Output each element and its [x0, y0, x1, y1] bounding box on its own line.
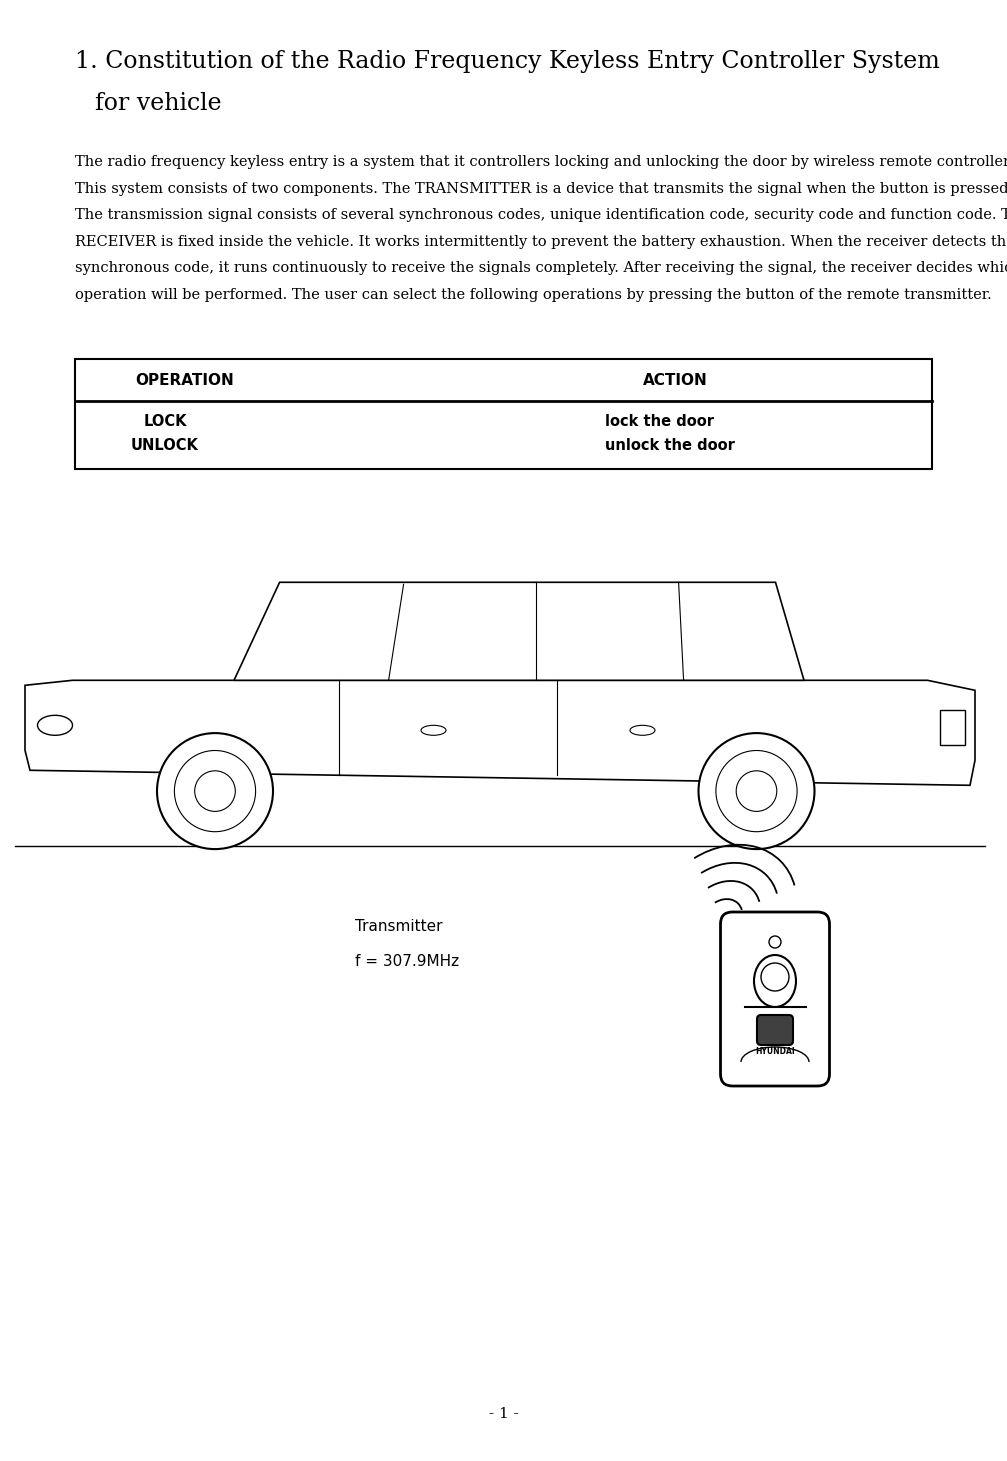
Text: synchronous code, it runs continuously to receive the signals completely. After : synchronous code, it runs continuously t…: [75, 262, 1007, 275]
Text: This system consists of two components. The TRANSMITTER is a device that transmi: This system consists of two components. …: [75, 181, 1007, 196]
Circle shape: [157, 733, 273, 849]
Ellipse shape: [630, 725, 655, 735]
Text: RECEIVER is fixed inside the vehicle. It works intermittently to prevent the bat: RECEIVER is fixed inside the vehicle. It…: [75, 235, 1007, 248]
FancyBboxPatch shape: [720, 912, 830, 1086]
Circle shape: [194, 771, 236, 811]
Text: lock the door: lock the door: [605, 413, 714, 430]
Circle shape: [769, 937, 781, 948]
Text: LOCK: LOCK: [143, 413, 186, 430]
Circle shape: [699, 733, 815, 849]
Ellipse shape: [421, 725, 446, 735]
PathPatch shape: [234, 583, 804, 681]
Circle shape: [736, 771, 776, 811]
FancyBboxPatch shape: [757, 1015, 793, 1045]
Bar: [940, 710, 965, 745]
Text: - 1 -: - 1 -: [488, 1407, 519, 1422]
Text: unlock the door: unlock the door: [605, 438, 735, 453]
Ellipse shape: [754, 955, 796, 1007]
Ellipse shape: [37, 716, 73, 735]
Circle shape: [174, 751, 256, 831]
Text: f = 307.9MHz: f = 307.9MHz: [355, 954, 459, 969]
Text: 1. Constitution of the Radio Frequency Keyless Entry Controller System: 1. Constitution of the Radio Frequency K…: [75, 50, 940, 73]
Text: Transmitter: Transmitter: [355, 919, 442, 934]
Bar: [75, 359, 932, 469]
Text: The radio frequency keyless entry is a system that it controllers locking and un: The radio frequency keyless entry is a s…: [75, 155, 1007, 169]
Circle shape: [716, 751, 798, 831]
Text: HYUNDAI: HYUNDAI: [755, 1048, 795, 1056]
Text: UNLOCK: UNLOCK: [131, 438, 199, 453]
Text: OPERATION: OPERATION: [136, 373, 235, 387]
Ellipse shape: [761, 963, 789, 991]
Text: for vehicle: for vehicle: [95, 92, 222, 115]
PathPatch shape: [25, 681, 975, 786]
Text: ACTION: ACTION: [642, 373, 707, 387]
Text: operation will be performed. The user can select the following operations by pre: operation will be performed. The user ca…: [75, 288, 992, 301]
Text: The transmission signal consists of several synchronous codes, unique identifica: The transmission signal consists of seve…: [75, 207, 1007, 222]
